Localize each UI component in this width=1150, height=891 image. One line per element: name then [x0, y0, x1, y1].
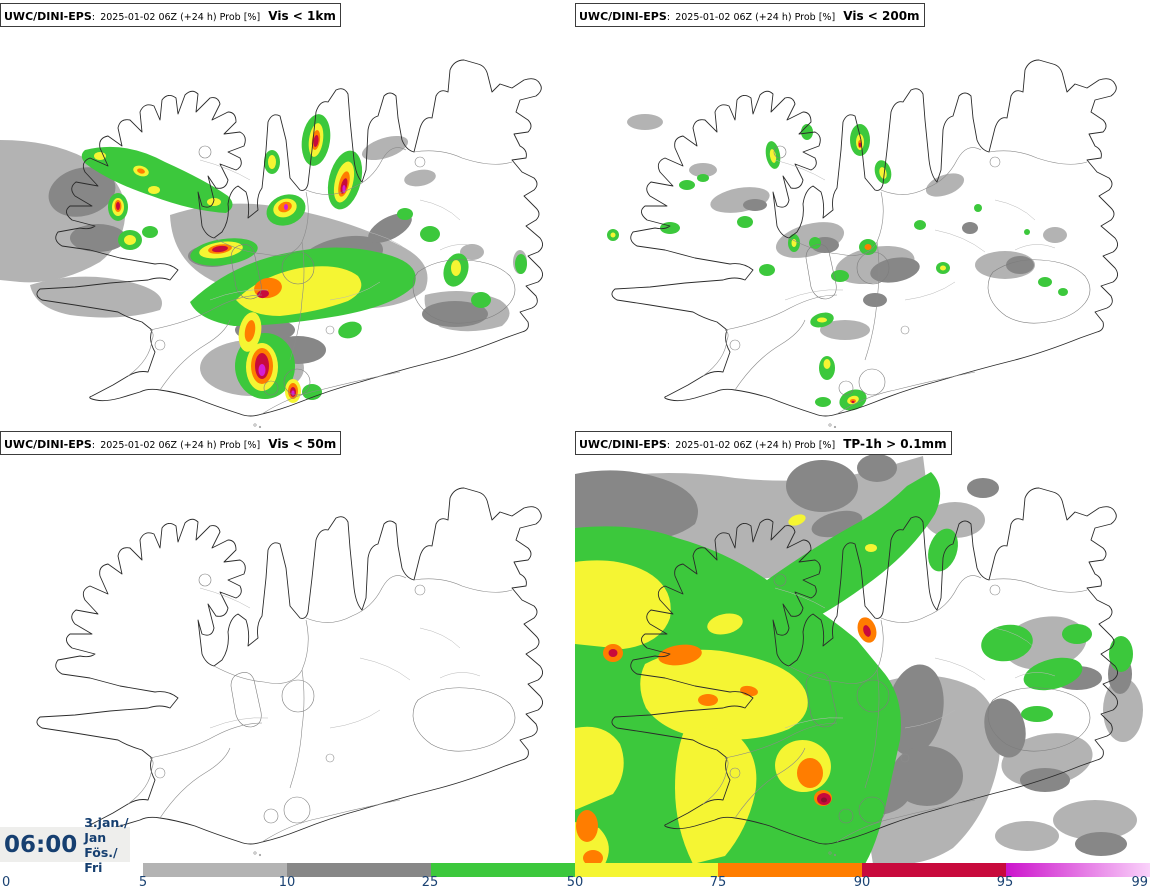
colorbar-tick: 95 [996, 875, 1014, 890]
prob-field-tp-1h [575, 454, 1143, 863]
colorbar-tick: 25 [421, 875, 439, 890]
panel-vis-1km: UWC/DINI-EPS: 2025-01-02 06Z (+24 h) Pro… [0, 0, 575, 428]
panel-tp-1h: UWC/DINI-EPS: 2025-01-02 06Z (+24 h) Pro… [575, 428, 1150, 863]
prob-field-vis-200m [607, 114, 1068, 411]
valid-date-line1: 3.jan./ Jan [84, 814, 129, 845]
panel-title: UWC/DINI-EPS: 2025-01-02 06Z (+24 h) Pro… [0, 431, 342, 456]
colorbar-tick: 75 [709, 875, 727, 890]
colorbar-segment [718, 863, 863, 877]
colorbar-tick: 99 [1131, 875, 1148, 890]
valid-date-line2: Fös./ Fri [84, 844, 118, 875]
colorbar-segment [862, 863, 1007, 877]
model-name: UWC/DINI-EPS [4, 10, 92, 23]
colorbar-tick: 90 [853, 875, 871, 890]
colorbar-segment [143, 863, 287, 877]
threshold-label: Vis < 200m [843, 9, 920, 23]
threshold-label: Vis < 1km [268, 9, 336, 23]
panel-title: UWC/DINI-EPS: 2025-01-02 06Z (+24 h) Pro… [575, 3, 925, 28]
colorbar-segment [574, 863, 719, 877]
panel-title: UWC/DINI-EPS: 2025-01-02 06Z (+24 h) Pro… [0, 3, 341, 28]
map-vis-200m [607, 59, 1119, 428]
colorbar-segment [286, 863, 431, 877]
model-name: UWC/DINI-EPS [579, 438, 667, 451]
map-tp-1h [575, 454, 1143, 863]
colorbar-tick: 10 [278, 875, 296, 890]
colorbar-segment [1006, 863, 1150, 877]
panel-vis-200m: UWC/DINI-EPS: 2025-01-02 06Z (+24 h) Pro… [575, 0, 1150, 428]
model-name: UWC/DINI-EPS [579, 10, 667, 23]
model-name: UWC/DINI-EPS [4, 438, 92, 451]
colorbar-tick: 5 [138, 875, 148, 890]
threshold-label: TP-1h > 0.1mm [843, 437, 947, 451]
colorbar-segment [430, 863, 575, 877]
valid-time: 06:00 [4, 831, 78, 858]
valid-date: 3.jan./ Jan Fös./ Fri [84, 815, 130, 875]
colorbar-tick: 50 [566, 875, 584, 890]
colorbar-tick: 0 [2, 875, 11, 890]
run-info: 2025-01-02 06Z (+24 h) Prob [%] [100, 440, 261, 451]
colorbar-track [143, 863, 1150, 877]
threshold-label: Vis < 50m [268, 437, 337, 451]
run-info: 2025-01-02 06Z (+24 h) Prob [%] [675, 440, 836, 451]
valid-time-block: 06:00 3.jan./ Jan Fös./ Fri [0, 815, 130, 875]
panel-title: UWC/DINI-EPS: 2025-01-02 06Z (+24 h) Pro… [575, 431, 952, 456]
map-vis-50m [36, 487, 544, 857]
run-info: 2025-01-02 06Z (+24 h) Prob [%] [100, 12, 261, 23]
prob-field-vis-1km [0, 114, 527, 403]
colorbar-labels: 0 5 10 25 50 75 90 95 99 [0, 875, 1150, 891]
map-vis-1km [0, 59, 544, 428]
panel-vis-50m: UWC/DINI-EPS: 2025-01-02 06Z (+24 h) Pro… [0, 428, 575, 863]
run-info: 2025-01-02 06Z (+24 h) Prob [%] [675, 12, 836, 23]
